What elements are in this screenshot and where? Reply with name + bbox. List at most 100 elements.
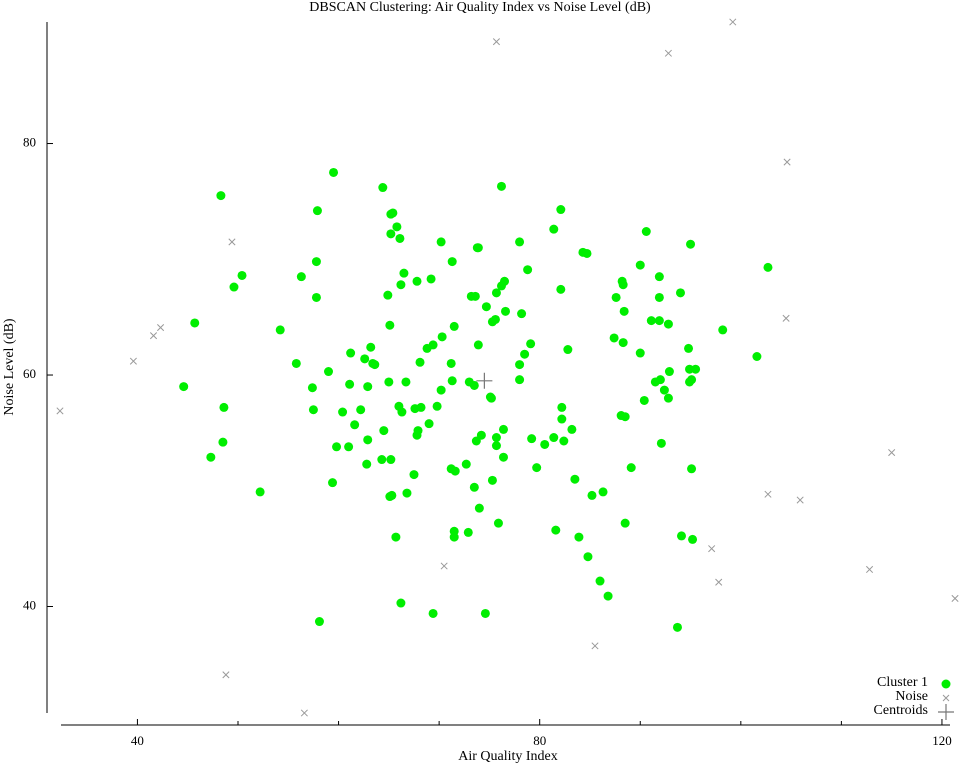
y-tick-label: 80 xyxy=(23,135,36,150)
legend-label: Centroids xyxy=(874,703,928,718)
point-circle xyxy=(501,306,510,316)
point-circle xyxy=(436,385,446,395)
point-circle xyxy=(620,412,630,422)
point-circle xyxy=(416,402,426,412)
point-circle xyxy=(570,474,580,484)
point-circle xyxy=(654,272,664,282)
point-x xyxy=(56,407,64,415)
point-circle xyxy=(432,401,442,411)
point-circle xyxy=(415,357,425,367)
point-circle xyxy=(480,608,490,618)
point-circle xyxy=(493,518,503,528)
point-circle xyxy=(587,490,597,500)
point-circle xyxy=(397,407,407,417)
point-circle xyxy=(218,437,228,447)
point-x xyxy=(796,496,804,504)
point-x xyxy=(149,332,158,340)
point-circle xyxy=(540,439,550,449)
point-x xyxy=(228,238,236,246)
point-circle xyxy=(752,352,762,362)
point-circle xyxy=(370,360,380,370)
point-circle xyxy=(229,282,239,292)
point-circle xyxy=(219,402,229,412)
point-circle xyxy=(474,503,484,513)
point-circle xyxy=(388,208,398,218)
point-circle xyxy=(428,608,438,618)
point-circle xyxy=(559,436,569,446)
point-circle xyxy=(291,358,301,368)
point-x xyxy=(129,357,137,365)
point-circle xyxy=(611,292,621,302)
point-circle xyxy=(618,280,628,290)
point-x xyxy=(865,565,874,574)
point-circle xyxy=(646,316,656,326)
point-circle xyxy=(237,270,247,280)
point-circle xyxy=(476,430,486,440)
point-circle xyxy=(635,260,645,270)
point-circle xyxy=(675,288,685,298)
point-circle xyxy=(296,272,306,282)
point-circle xyxy=(609,333,619,343)
point-circle xyxy=(567,424,577,434)
point-circle xyxy=(356,405,366,415)
point-circle xyxy=(362,459,372,469)
point-circle xyxy=(676,531,686,541)
point-circle xyxy=(481,302,491,312)
point-circle xyxy=(190,318,200,328)
point-x xyxy=(664,49,672,57)
point-x xyxy=(729,18,737,26)
point-circle xyxy=(386,455,396,465)
x-tick-label: 80 xyxy=(533,733,546,748)
point-circle xyxy=(686,239,696,249)
point-circle xyxy=(563,345,573,355)
point-x xyxy=(888,449,896,457)
point-circle xyxy=(515,237,525,247)
point-circle xyxy=(473,340,483,350)
point-circle xyxy=(515,360,525,370)
point-circle xyxy=(598,487,608,497)
point-circle xyxy=(332,442,342,452)
legend-label: Noise xyxy=(895,689,928,704)
point-x xyxy=(222,671,230,679)
point-x xyxy=(492,38,501,46)
point-circle xyxy=(391,532,401,542)
x-axis-label: Air Quality Index xyxy=(458,749,558,764)
point-x xyxy=(715,578,723,586)
point-circle xyxy=(523,265,533,275)
point-circle xyxy=(378,183,388,193)
point-circle xyxy=(687,375,697,385)
point-circle xyxy=(311,292,321,302)
point-circle xyxy=(360,354,370,364)
point-circle xyxy=(549,433,559,443)
point-circle xyxy=(498,452,508,462)
point-circle xyxy=(684,343,694,353)
point-circle xyxy=(396,280,406,290)
point-circle xyxy=(409,470,419,480)
point-circle xyxy=(385,492,395,502)
point-circle xyxy=(328,478,338,488)
point-circle xyxy=(672,622,682,632)
point-circle xyxy=(655,375,665,385)
point-circle xyxy=(498,424,508,434)
point-circle xyxy=(392,222,402,232)
point-circle xyxy=(557,402,567,412)
point-x xyxy=(764,490,772,498)
point-circle xyxy=(551,525,561,535)
point-circle xyxy=(426,274,436,284)
point-circle xyxy=(520,349,530,359)
point-circle xyxy=(469,482,479,492)
point-circle xyxy=(485,392,495,402)
point-circle xyxy=(691,364,701,374)
point-x xyxy=(591,642,599,650)
y-tick-label: 60 xyxy=(23,366,36,381)
point-circle xyxy=(583,552,593,562)
point-circle xyxy=(470,291,480,301)
point-circle xyxy=(641,226,651,236)
point-circle xyxy=(308,405,318,415)
point-circle xyxy=(345,379,355,389)
point-circle xyxy=(395,233,405,243)
point-circle xyxy=(620,518,630,528)
point-circle xyxy=(424,419,434,429)
point-x xyxy=(708,545,716,553)
